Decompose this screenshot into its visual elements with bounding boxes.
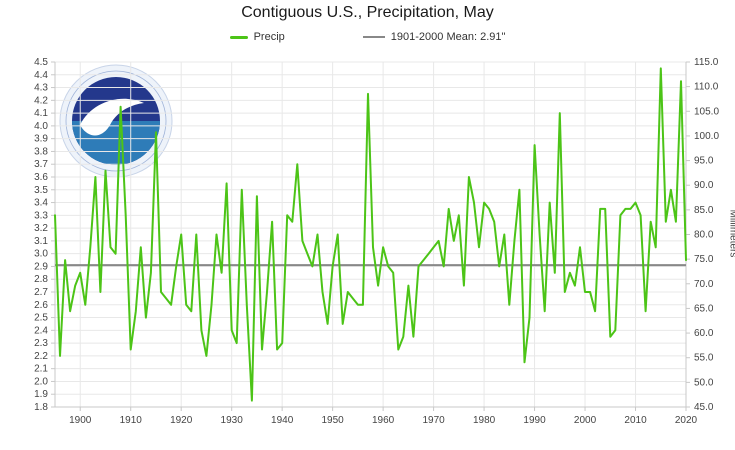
svg-text:2020: 2020	[675, 415, 698, 426]
svg-text:2010: 2010	[624, 415, 647, 426]
svg-text:4.0: 4.0	[34, 121, 48, 132]
svg-text:110.0: 110.0	[694, 82, 719, 93]
svg-text:1960: 1960	[372, 415, 395, 426]
legend-item-mean[interactable]: 1901-2000 Mean: 2.91"	[362, 31, 506, 43]
svg-text:2.9: 2.9	[34, 261, 48, 272]
svg-text:75.0: 75.0	[694, 254, 714, 265]
svg-text:60.0: 60.0	[694, 328, 714, 339]
svg-text:1.9: 1.9	[34, 389, 48, 400]
svg-text:3.9: 3.9	[34, 134, 48, 145]
legend: Precip 1901-2000 Mean: 2.91"	[0, 31, 735, 43]
svg-text:50.0: 50.0	[694, 377, 714, 388]
chart-title: Contiguous U.S., Precipitation, May	[241, 4, 494, 21]
svg-text:4.1: 4.1	[34, 108, 48, 119]
svg-text:3.5: 3.5	[34, 185, 48, 196]
svg-text:2.8: 2.8	[34, 274, 48, 285]
svg-text:1930: 1930	[221, 415, 244, 426]
svg-text:1970: 1970	[422, 415, 445, 426]
svg-text:3.8: 3.8	[34, 146, 48, 157]
svg-text:1910: 1910	[120, 415, 143, 426]
svg-text:4.4: 4.4	[34, 70, 48, 81]
right-axis-title: Millimeters	[727, 209, 735, 258]
svg-text:3.7: 3.7	[34, 159, 48, 170]
svg-text:4.2: 4.2	[34, 95, 48, 106]
mean-line-swatch	[362, 36, 385, 38]
svg-text:65.0: 65.0	[694, 303, 714, 314]
svg-text:2.1: 2.1	[34, 364, 48, 375]
svg-text:115.0: 115.0	[694, 57, 719, 68]
svg-text:2000: 2000	[574, 415, 597, 426]
svg-text:4.3: 4.3	[34, 83, 48, 94]
svg-text:2.0: 2.0	[34, 376, 48, 387]
svg-text:1980: 1980	[473, 415, 496, 426]
svg-text:2.2: 2.2	[34, 351, 48, 362]
svg-text:1940: 1940	[271, 415, 294, 426]
svg-text:4.5: 4.5	[34, 57, 48, 68]
svg-text:1900: 1900	[69, 415, 92, 426]
svg-text:3.4: 3.4	[34, 198, 48, 209]
legend-label-mean: 1901-2000 Mean: 2.91"	[390, 31, 506, 43]
svg-text:2.3: 2.3	[34, 338, 48, 349]
svg-text:90.0: 90.0	[694, 180, 714, 191]
svg-text:2.5: 2.5	[34, 313, 48, 324]
svg-text:95.0: 95.0	[694, 156, 714, 167]
svg-text:3.3: 3.3	[34, 210, 48, 221]
svg-text:2.7: 2.7	[34, 287, 48, 298]
svg-text:2.4: 2.4	[34, 325, 48, 336]
svg-text:85.0: 85.0	[694, 205, 714, 216]
svg-text:100.0: 100.0	[694, 131, 719, 142]
svg-text:80.0: 80.0	[694, 230, 714, 241]
svg-text:3.0: 3.0	[34, 249, 48, 260]
svg-text:1.8: 1.8	[34, 402, 48, 413]
svg-text:45.0: 45.0	[694, 402, 714, 413]
svg-text:3.2: 3.2	[34, 223, 48, 234]
svg-text:2.6: 2.6	[34, 300, 48, 311]
svg-text:105.0: 105.0	[694, 106, 719, 117]
precip-line-swatch	[229, 35, 248, 39]
svg-text:1950: 1950	[322, 415, 345, 426]
svg-text:3.1: 3.1	[34, 236, 48, 247]
svg-text:70.0: 70.0	[694, 279, 714, 290]
svg-text:1920: 1920	[170, 415, 193, 426]
legend-item-precip[interactable]: Precip	[229, 31, 285, 43]
svg-text:55.0: 55.0	[694, 353, 714, 364]
legend-label-precip: Precip	[253, 31, 285, 43]
svg-text:1990: 1990	[523, 415, 546, 426]
svg-text:3.6: 3.6	[34, 172, 48, 183]
